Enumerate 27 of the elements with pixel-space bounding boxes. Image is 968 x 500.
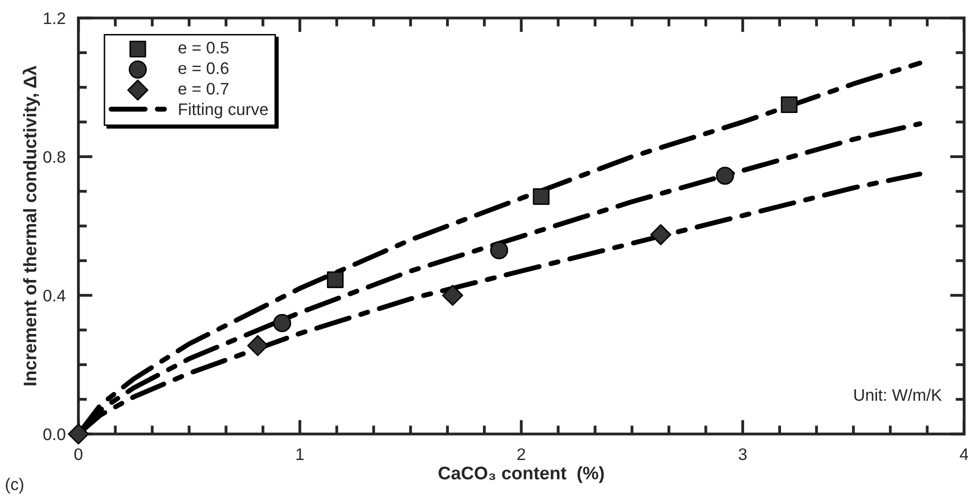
point — [650, 224, 672, 246]
point — [716, 166, 734, 185]
y-tick-label: 0.4 — [43, 290, 66, 302]
y-tick-label: 0.0 — [43, 428, 66, 440]
x-tick-label: 1 — [296, 448, 304, 460]
x-tick-label: 4 — [960, 448, 968, 460]
legend-label: Fitting curve — [179, 102, 268, 118]
x-axis-title: CaCO₃ content (%) — [438, 466, 604, 484]
legend-label: e = 0.6 — [178, 62, 228, 74]
point — [532, 188, 550, 205]
y-axis-title: Increment of thermal conductivity, Δλ — [22, 66, 40, 386]
point — [442, 284, 464, 306]
point — [273, 314, 292, 332]
legend-label: e = 0.5 — [178, 42, 229, 54]
text: (c) — [6, 478, 24, 494]
y-tick-label: 0.8 — [43, 151, 66, 163]
point — [326, 271, 344, 288]
legend-label: e = 0.7 — [178, 82, 228, 95]
annotation: Unit: W/m/K — [854, 388, 942, 401]
x-tick-label: 3 — [738, 448, 747, 460]
x-tick-label: 2 — [517, 448, 526, 460]
x-tick-label: 0 — [74, 448, 82, 460]
point — [68, 423, 89, 445]
point — [780, 96, 798, 113]
y-tick-label: 1.2 — [44, 12, 66, 24]
point — [490, 241, 508, 260]
point — [247, 335, 268, 356]
